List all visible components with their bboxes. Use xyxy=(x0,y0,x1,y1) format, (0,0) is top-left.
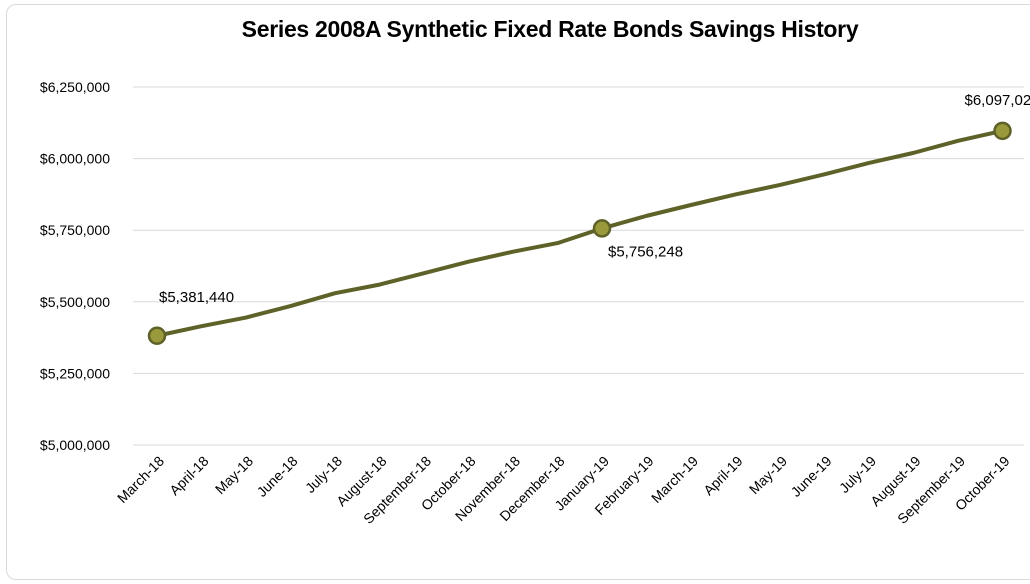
chart-title: Series 2008A Synthetic Fixed Rate Bonds … xyxy=(241,16,859,42)
x-tick-label: June-18 xyxy=(254,453,301,500)
chart-frame xyxy=(6,4,1030,580)
data-label: $5,381,440 xyxy=(159,289,234,306)
y-tick-label: $5,000,000 xyxy=(40,437,110,453)
data-label: $5,756,248 xyxy=(608,243,683,260)
x-tick-label: May-19 xyxy=(746,453,790,497)
data-marker xyxy=(592,219,612,238)
y-tick-label: $5,250,000 xyxy=(40,365,110,381)
series-line-group xyxy=(155,128,1005,338)
x-tick-label: July-18 xyxy=(302,453,345,496)
x-tick-label: March-18 xyxy=(114,453,167,506)
y-tick-label: $5,750,000 xyxy=(40,222,110,238)
x-tick-label: March-19 xyxy=(648,453,701,506)
data-marker xyxy=(993,121,1012,141)
y-tick-label: $6,000,000 xyxy=(40,151,110,167)
x-tick-label: April-19 xyxy=(700,453,746,499)
data-marker xyxy=(147,326,167,346)
series-line xyxy=(155,128,1005,338)
y-axis-labels: $5,000,000 $5,250,000 $5,500,000 $5,750,000… xyxy=(40,79,110,453)
y-tick-label: $5,500,000 xyxy=(40,294,110,310)
x-tick-label: April-18 xyxy=(166,453,212,499)
x-tick-label: May-18 xyxy=(212,453,256,497)
x-tick-label: June-19 xyxy=(788,453,835,500)
data-label: $6,097,02 xyxy=(965,92,1030,109)
gridlines xyxy=(133,86,1024,446)
markers xyxy=(147,121,1012,346)
data-labels: $5,381,440 $5,756,248 $6,097,02 xyxy=(159,92,1030,306)
x-tick-label: July-19 xyxy=(836,453,879,496)
y-tick-label: $6,250,000 xyxy=(40,79,110,95)
